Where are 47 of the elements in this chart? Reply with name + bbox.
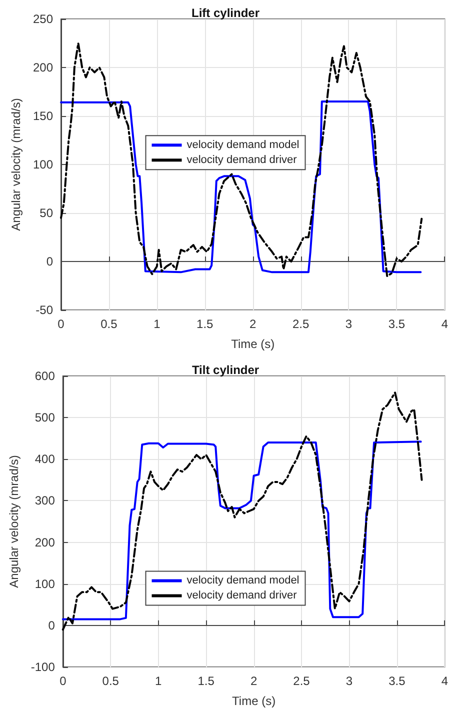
x-tick-label: 1.5 bbox=[198, 674, 215, 688]
x-tick-label: 3 bbox=[345, 317, 352, 331]
y-tick-label: 200 bbox=[34, 535, 56, 550]
y-tick-label: 0 bbox=[46, 254, 54, 268]
y-tick-label: 50 bbox=[40, 206, 54, 220]
x-tick-label: 2 bbox=[249, 317, 256, 331]
y-tick-label: 100 bbox=[32, 158, 54, 172]
x-tick-label: 2 bbox=[250, 674, 258, 688]
y-tick-label: 500 bbox=[34, 410, 56, 425]
legend-label: velocity demand model bbox=[186, 139, 300, 152]
y-tick-label: 0 bbox=[48, 618, 56, 632]
y-tick-label: 150 bbox=[32, 109, 54, 123]
y-tick-label: 200 bbox=[32, 60, 54, 74]
x-tick-label: 0 bbox=[60, 674, 67, 688]
x-tick-label: 0 bbox=[58, 317, 65, 331]
x-tick-label: 0.5 bbox=[102, 674, 120, 688]
legend-label: velocity demand driver bbox=[186, 154, 298, 166]
x-axis-title: Time (s) bbox=[231, 337, 275, 351]
x-axis-title: Time (s) bbox=[232, 694, 276, 708]
y-tick-label: 300 bbox=[34, 494, 56, 508]
y-tick-label: -50 bbox=[36, 303, 54, 317]
x-tick-label: 2.5 bbox=[292, 317, 310, 331]
x-tick-label: 1 bbox=[155, 674, 162, 688]
x-tick-label: 4 bbox=[441, 317, 448, 331]
x-tick-label: 4 bbox=[441, 674, 448, 688]
x-tick-label: 1.5 bbox=[196, 317, 214, 331]
x-tick-label: 1 bbox=[154, 317, 161, 331]
legend-label: velocity demand driver bbox=[186, 590, 298, 602]
x-tick-label: 0.5 bbox=[100, 317, 118, 331]
y-axis-title: Angular velocity (mrad/s) bbox=[7, 455, 21, 588]
x-tick-label: 3.5 bbox=[388, 674, 406, 688]
y-axis-title: Angular velocity (mrad/s) bbox=[9, 98, 24, 231]
y-tick-label: 400 bbox=[34, 452, 56, 466]
y-tick-label: 100 bbox=[34, 576, 56, 591]
line-series bbox=[62, 440, 422, 620]
legend-label: velocity demand model bbox=[186, 574, 300, 587]
chart-title: Lift cylinder bbox=[191, 6, 260, 20]
x-tick-label: 3.5 bbox=[388, 317, 406, 331]
line-series bbox=[60, 100, 422, 274]
line-series bbox=[60, 42, 423, 278]
line-series bbox=[62, 392, 423, 631]
y-tick-label: -100 bbox=[30, 660, 56, 674]
y-tick-label: 600 bbox=[34, 369, 56, 383]
x-tick-label: 3 bbox=[346, 674, 353, 688]
chart-title: Tilt cylinder bbox=[192, 363, 260, 377]
y-tick-label: 250 bbox=[32, 12, 54, 26]
x-tick-label: 2.5 bbox=[293, 674, 310, 688]
